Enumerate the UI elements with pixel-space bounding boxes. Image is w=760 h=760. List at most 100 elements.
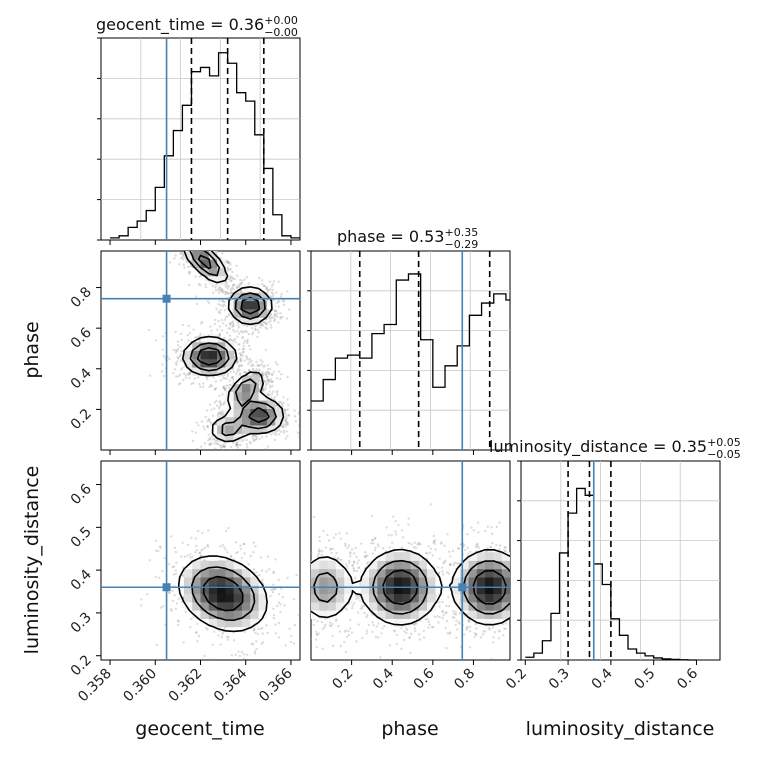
panel-lumdist-vs-phase-sample-point (349, 627, 352, 630)
panel-phase-vs-geocent-time-sample-point (211, 414, 215, 418)
panel-phase-vs-geocent-time-sample-point (227, 261, 230, 264)
panel-phase-vs-geocent-time-sample-point (244, 329, 247, 333)
panel-phase-vs-geocent-time-sample-point (286, 434, 289, 438)
panel-phase-vs-geocent-time-density-cell (217, 416, 226, 426)
panel-lumdist-vs-geocent-time-density-cell (217, 601, 226, 611)
panel-phase-vs-geocent-time-sample-point (220, 289, 223, 293)
panel-phase-vs-geocent-time-sample-point (226, 315, 229, 318)
panel-lumdist-vs-geocent-time-density-cell (183, 593, 193, 603)
panel-lumdist-vs-phase-sample-point (308, 586, 310, 588)
panel-lumdist-vs-geocent-time-sample-point (225, 529, 228, 533)
panel-lumdist-vs-phase-sample-point (324, 546, 328, 549)
panel-phase-vs-geocent-time-sample-point (245, 356, 249, 359)
panel-lumdist-vs-phase-sample-point (345, 532, 349, 535)
panel-phase-vs-geocent-time-sample-point (230, 287, 233, 290)
panel-lumdist-vs-phase-sample-point (362, 604, 366, 608)
panel-phase-vs-geocent-time-sample-point (283, 423, 287, 426)
panel-lumdist-vs-geocent-time-sample-point (276, 604, 279, 608)
panel-lumdist-vs-geocent-time-density-cell (192, 560, 201, 570)
panel-phase-vs-geocent-time-sample-point (206, 409, 209, 412)
panel-phase-vs-geocent-time-sample-point (274, 314, 277, 317)
panel-phase-vs-geocent-time-sample-point (226, 287, 229, 290)
panel-phase-vs-geocent-time-sample-point (277, 321, 280, 324)
panel-phase-vs-geocent-time-sample-point (179, 354, 182, 357)
panel-phase-vs-geocent-time-sample-point (194, 431, 198, 434)
panel-phase-vs-geocent-time-density-cell (241, 317, 251, 327)
panel-phase-vs-geocent-time-sample-point (242, 331, 245, 334)
panel-lumdist-vs-phase-sample-point (359, 607, 362, 610)
panel-phase-vs-geocent-time-sample-point (220, 319, 224, 322)
panel-phase-vs-geocent-time-sample-point (198, 267, 201, 271)
panel-phase-vs-geocent-time-density-cell (217, 350, 226, 360)
panel-phase-vs-geocent-time-sample-point (177, 375, 180, 378)
panel-phase-vs-geocent-time-density-cell (208, 251, 218, 260)
panel-phase-vs-geocent-time-sample-point (226, 291, 230, 295)
panel-phase-vs-geocent-time-sample-point (180, 251, 181, 252)
panel-phase-vs-geocent-time-sample-point (247, 332, 251, 336)
hist-luminosity-distance-frame (520, 460, 721, 661)
panel-lumdist-vs-phase-sample-point (313, 618, 316, 621)
panel-lumdist-vs-phase-sample-point (427, 545, 430, 548)
panel-phase-vs-geocent-time-sample-point (218, 401, 221, 404)
panel-phase-vs-geocent-time-sample-point (235, 285, 238, 288)
panel-lumdist-vs-phase-sample-point (371, 552, 374, 555)
panel-phase-vs-geocent-time-sample-point (264, 388, 267, 391)
panel-lumdist-vs-geocent-time-sample-point (280, 587, 283, 591)
panel-phase-vs-geocent-time-sample-point (282, 300, 285, 303)
panel-phase-vs-geocent-time-sample-point (226, 269, 229, 273)
panel-phase-vs-geocent-time-sample-point (298, 435, 300, 438)
panel-lumdist-vs-geocent-time-sample-point (226, 551, 229, 554)
panel-phase-vs-geocent-time-sample-point (270, 392, 274, 395)
panel-lumdist-vs-geocent-time-density-cell (192, 585, 201, 595)
panel-phase-vs-geocent-time-density-cell (183, 251, 193, 260)
panel-phase-vs-geocent-time-sample-point (206, 246, 208, 248)
panel-phase-vs-geocent-time-sample-point (224, 285, 228, 289)
panel-phase-vs-geocent-time-sample-point (243, 340, 247, 343)
panel-lumdist-vs-geocent-time-sample-point (281, 596, 285, 599)
panel-lumdist-vs-phase-sample-point (349, 551, 352, 554)
panel-phase-vs-geocent-time-sample-point (221, 252, 224, 255)
panel-phase-vs-geocent-time-sample-point (220, 414, 223, 417)
panel-phase-vs-geocent-time-sample-point (238, 368, 241, 372)
panel-lumdist-vs-geocent-time-sample-point (290, 634, 293, 638)
panel-phase-vs-geocent-time-density-cell (266, 425, 276, 434)
panel-lumdist-vs-phase-sample-point (348, 559, 351, 563)
panel-phase-vs-geocent-time-sample-point (270, 316, 274, 319)
panel-phase-vs-geocent-time-sample-point (254, 435, 258, 438)
panel-phase-vs-geocent-time-sample-point (191, 439, 195, 443)
panel-phase-vs-geocent-time-sample-point (268, 371, 271, 375)
panel-phase-vs-geocent-time-sample-point (207, 418, 210, 421)
panel-phase-vs-geocent-time-sample-point (215, 307, 218, 310)
panel-phase-vs-geocent-time-sample-point (208, 385, 211, 389)
panel-phase-vs-geocent-time-density-cell (266, 416, 276, 426)
panel-lumdist-vs-phase-sample-point (352, 567, 355, 570)
panel-phase-vs-geocent-time-sample-point (195, 243, 197, 245)
panel-phase-vs-geocent-time-sample-point (233, 452, 235, 454)
panel-phase-vs-geocent-time-sample-point (236, 370, 239, 373)
panel-phase-vs-geocent-time-sample-point (201, 247, 203, 249)
panel-phase-vs-geocent-time-sample-point (237, 326, 240, 329)
panel-phase-vs-geocent-time-sample-point (284, 437, 288, 440)
panel-lumdist-vs-phase-sample-point (321, 627, 325, 631)
panel-phase-vs-geocent-time-sample-point (174, 362, 178, 365)
panel-phase-vs-geocent-time-density-cell (225, 358, 235, 368)
panel-lumdist-vs-phase-sample-point (302, 616, 304, 618)
panel-phase-vs-geocent-time-sample-point (224, 386, 227, 390)
panel-lumdist-vs-phase-sample-point (339, 644, 342, 648)
panel-phase-vs-geocent-time-sample-point (237, 283, 240, 287)
panel-phase-vs-geocent-time-sample-point (279, 315, 282, 319)
panel-phase-vs-geocent-time-density-cell (250, 309, 259, 318)
panel-phase-vs-geocent-time-sample-point (217, 412, 220, 415)
panel-phase-vs-geocent-time-sample-point (181, 252, 184, 255)
panel-lumdist-vs-geocent-time-sample-point (206, 545, 210, 548)
panel-phase-vs-geocent-time-sample-point (168, 357, 171, 361)
panel-lumdist-vs-phase-sample-point (314, 638, 318, 641)
panel-lumdist-vs-phase-sample-point (346, 565, 349, 568)
panel-lumdist-vs-phase-sample-point (316, 554, 319, 558)
panel-phase-vs-geocent-time-sample-point (187, 324, 190, 328)
panel-lumdist-vs-geocent-time-density-cell (241, 601, 251, 611)
panel-phase-vs-geocent-time-sample-point (228, 334, 231, 337)
panel-phase-vs-geocent-time-sample-point (240, 354, 243, 357)
panel-phase-vs-geocent-time-sample-point (270, 295, 273, 298)
panel-lumdist-vs-phase-sample-point (377, 622, 380, 625)
